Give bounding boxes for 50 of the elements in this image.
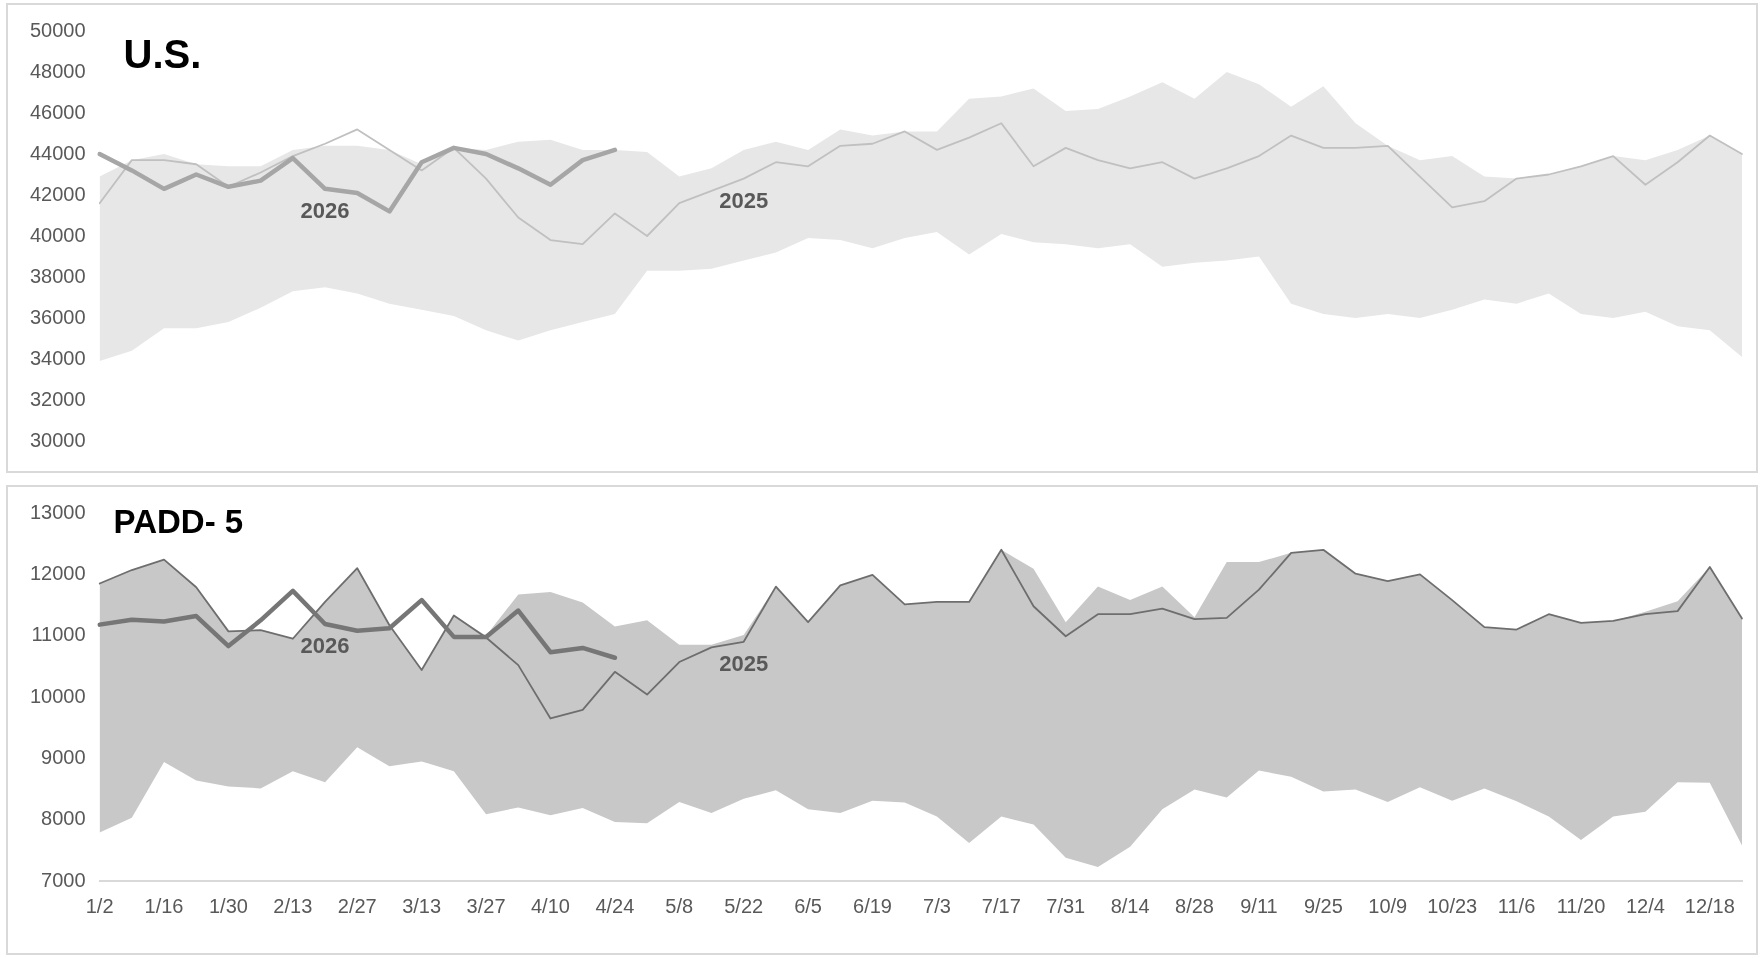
x-tick-label: 4/24 — [595, 894, 635, 917]
x-tick-label: 1/16 — [144, 894, 184, 917]
y-tick-label: 46000 — [29, 100, 86, 123]
x-tick-label: 8/28 — [1175, 894, 1215, 917]
y-tick-label: 32000 — [29, 387, 86, 410]
x-tick-label: 4/10 — [531, 894, 570, 917]
y-tick-label: 7000 — [41, 868, 86, 891]
x-tick-label: 1/30 — [208, 894, 248, 917]
y-tick-label: 10000 — [29, 684, 86, 707]
y-tick-label: 34000 — [29, 346, 86, 369]
x-tick-label: 12/18 — [1684, 894, 1735, 917]
chart-title: U.S. — [123, 32, 202, 77]
x-tick-label: 12/4 — [1625, 894, 1665, 917]
x-tick-label: 2/27 — [337, 894, 377, 917]
y-tick-label: 42000 — [29, 182, 86, 205]
y-tick-label: 50000 — [29, 18, 86, 41]
y-tick-label: 38000 — [29, 264, 86, 287]
x-tick-label: 2/13 — [273, 894, 313, 917]
x-tick-label: 8/14 — [1110, 894, 1150, 917]
x-tick-label: 7/3 — [923, 894, 951, 917]
y-tick-label: 36000 — [29, 305, 86, 328]
y-tick-label: 13000 — [29, 500, 86, 523]
x-tick-label: 6/19 — [853, 894, 892, 917]
series-label: 2026 — [300, 633, 350, 659]
y-tick-label: 48000 — [29, 59, 86, 82]
y-tick-label: 8000 — [41, 807, 86, 830]
x-tick-label: 5/22 — [724, 894, 764, 917]
y-tick-label: 11000 — [31, 623, 86, 646]
y-tick-label: 44000 — [29, 141, 86, 164]
x-tick-label: 3/13 — [402, 894, 442, 917]
x-tick-label: 7/31 — [1046, 894, 1086, 917]
chart-title: PADD- 5 — [113, 502, 244, 540]
x-tick-label: 9/25 — [1303, 894, 1343, 917]
x-tick-label: 6/5 — [794, 894, 822, 917]
x-tick-label: 10/9 — [1368, 894, 1408, 917]
y-tick-label: 30000 — [29, 428, 86, 451]
series-label: 2025 — [719, 650, 769, 676]
y-tick-label: 9000 — [41, 745, 86, 768]
x-tick-label: 3/27 — [466, 894, 506, 917]
y-tick-label: 40000 — [29, 223, 86, 246]
x-tick-label: 7/17 — [981, 894, 1021, 917]
series-label: 2025 — [719, 187, 769, 213]
x-tick-label: 10/23 — [1427, 894, 1478, 917]
x-tick-label: 11/20 — [1556, 894, 1606, 917]
x-tick-label: 5/8 — [665, 894, 694, 917]
y-tick-label: 12000 — [29, 561, 86, 584]
x-tick-label: 1/2 — [85, 894, 114, 917]
series-label: 2026 — [300, 197, 350, 223]
x-tick-label: 11/6 — [1497, 894, 1536, 917]
x-tick-label: 9/11 — [1240, 894, 1278, 917]
